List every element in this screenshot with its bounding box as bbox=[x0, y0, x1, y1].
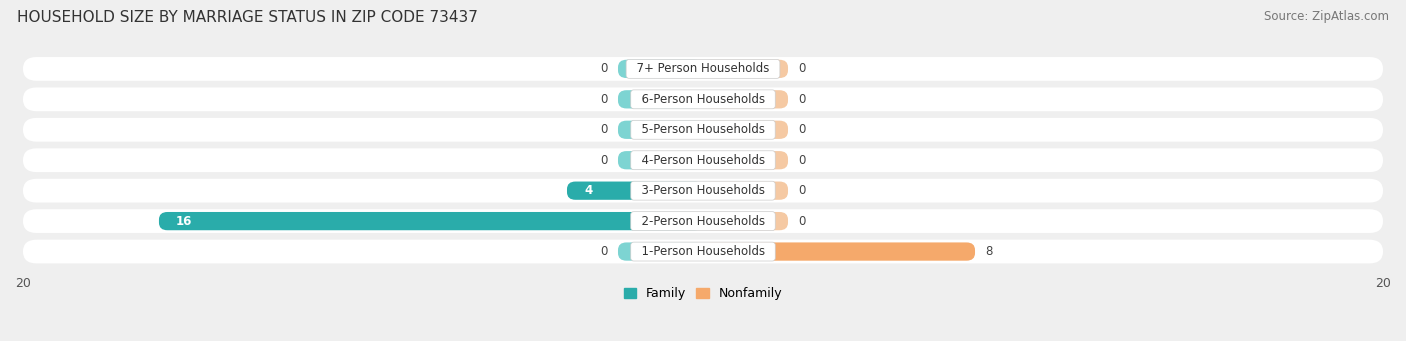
FancyBboxPatch shape bbox=[159, 212, 703, 230]
FancyBboxPatch shape bbox=[22, 57, 1384, 81]
Text: 8: 8 bbox=[986, 245, 993, 258]
FancyBboxPatch shape bbox=[703, 181, 787, 200]
Text: 0: 0 bbox=[600, 93, 607, 106]
Text: 16: 16 bbox=[176, 214, 193, 227]
Text: 0: 0 bbox=[799, 62, 806, 75]
FancyBboxPatch shape bbox=[567, 181, 703, 200]
Text: 1-Person Households: 1-Person Households bbox=[634, 245, 772, 258]
Text: Source: ZipAtlas.com: Source: ZipAtlas.com bbox=[1264, 10, 1389, 23]
FancyBboxPatch shape bbox=[22, 179, 1384, 203]
FancyBboxPatch shape bbox=[703, 151, 787, 169]
FancyBboxPatch shape bbox=[22, 87, 1384, 111]
FancyBboxPatch shape bbox=[703, 212, 787, 230]
FancyBboxPatch shape bbox=[22, 240, 1384, 264]
FancyBboxPatch shape bbox=[22, 209, 1384, 233]
Text: 2-Person Households: 2-Person Households bbox=[634, 214, 772, 227]
Text: 0: 0 bbox=[799, 123, 806, 136]
FancyBboxPatch shape bbox=[619, 60, 703, 78]
Text: 0: 0 bbox=[799, 154, 806, 167]
Text: 0: 0 bbox=[600, 62, 607, 75]
FancyBboxPatch shape bbox=[703, 242, 974, 261]
Text: 4: 4 bbox=[583, 184, 592, 197]
Text: 7+ Person Households: 7+ Person Households bbox=[628, 62, 778, 75]
Text: HOUSEHOLD SIZE BY MARRIAGE STATUS IN ZIP CODE 73437: HOUSEHOLD SIZE BY MARRIAGE STATUS IN ZIP… bbox=[17, 10, 478, 25]
FancyBboxPatch shape bbox=[619, 90, 703, 108]
Text: 0: 0 bbox=[799, 184, 806, 197]
Text: 4-Person Households: 4-Person Households bbox=[634, 154, 772, 167]
FancyBboxPatch shape bbox=[703, 60, 787, 78]
FancyBboxPatch shape bbox=[619, 151, 703, 169]
Text: 0: 0 bbox=[600, 123, 607, 136]
Text: 0: 0 bbox=[600, 245, 607, 258]
FancyBboxPatch shape bbox=[619, 121, 703, 139]
FancyBboxPatch shape bbox=[703, 90, 787, 108]
Text: 3-Person Households: 3-Person Households bbox=[634, 184, 772, 197]
FancyBboxPatch shape bbox=[22, 118, 1384, 142]
Text: 0: 0 bbox=[799, 93, 806, 106]
Text: 0: 0 bbox=[799, 214, 806, 227]
Text: 5-Person Households: 5-Person Households bbox=[634, 123, 772, 136]
Text: 6-Person Households: 6-Person Households bbox=[634, 93, 772, 106]
FancyBboxPatch shape bbox=[22, 148, 1384, 172]
Text: 0: 0 bbox=[600, 154, 607, 167]
Legend: Family, Nonfamily: Family, Nonfamily bbox=[619, 282, 787, 305]
FancyBboxPatch shape bbox=[619, 242, 703, 261]
FancyBboxPatch shape bbox=[703, 121, 787, 139]
